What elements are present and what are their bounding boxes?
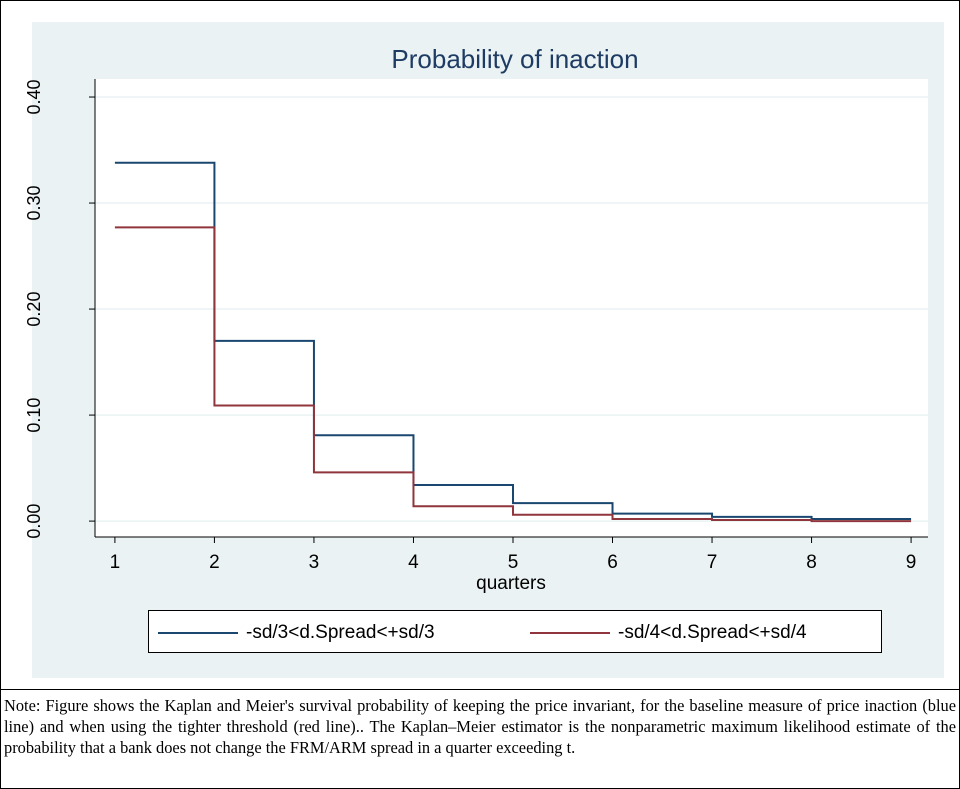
x-tick-label: 2 — [209, 552, 220, 573]
x-tick-label: 1 — [110, 552, 121, 573]
legend-box — [148, 610, 882, 653]
x-tick-label: 5 — [508, 552, 519, 573]
plot-area — [95, 79, 928, 537]
x-tick-label: 6 — [607, 552, 618, 573]
x-tick-label: 8 — [806, 552, 817, 573]
y-tick-label: 0.40 — [24, 79, 44, 114]
x-tick-label: 9 — [906, 552, 917, 573]
step-line — [114, 226, 912, 523]
y-tick-label: 0.10 — [24, 398, 44, 433]
x-tick-label: 4 — [408, 552, 419, 573]
x-tick-label: 7 — [707, 552, 718, 573]
legend-label: -sd/3<d.Spread<+sd/3 — [246, 622, 435, 643]
y-tick-label: 0.30 — [24, 186, 44, 221]
x-tick-label: 3 — [309, 552, 320, 573]
y-tick-label: 0.20 — [24, 292, 44, 327]
note: Note: Figure shows the Kaplan and Meier'… — [4, 696, 956, 757]
y-tick-label: 0.00 — [24, 504, 44, 539]
x-axis-label: quarters — [476, 573, 546, 594]
legend-label: -sd/4<d.Spread<+sd/4 — [618, 622, 807, 643]
chart-title: Probability of inaction — [391, 44, 638, 74]
step-line — [114, 161, 912, 520]
